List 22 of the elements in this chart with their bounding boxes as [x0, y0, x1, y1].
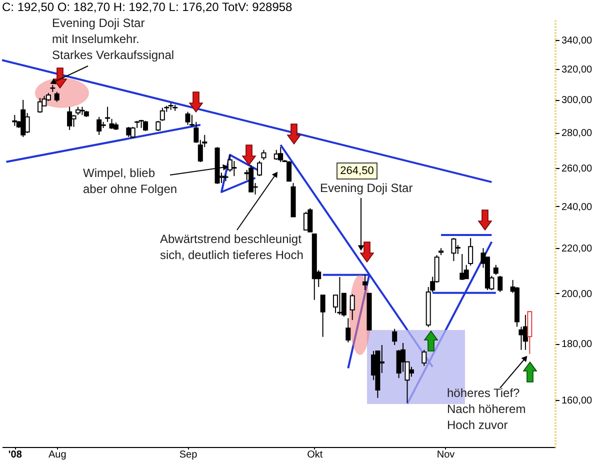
x-tick-label: Okt [307, 450, 323, 460]
x-tick-label: Aug [48, 450, 66, 460]
annotation: Evening Doji Star [320, 181, 413, 195]
x-tick-label: '08 [8, 450, 22, 460]
annotation: höheres Tief? Nach höherem Hoch zuvor [447, 386, 526, 432]
x-tick-label: Sep [179, 450, 198, 460]
y-tick-label: 280,00 [562, 128, 593, 140]
y-tick-label: 340,00 [562, 35, 593, 46]
annotation: Abwärtstrend beschleunigt sich, deutlich tieferes Hoch [160, 232, 304, 262]
annotation: Evening Doji Star mit Inselumkehr. Starkes Verkaufssignal [52, 16, 174, 62]
annotation: 264,50 [340, 165, 374, 177]
y-tick-label: 300,00 [562, 95, 593, 106]
y-tick-label: 240,00 [562, 202, 593, 213]
y-tick-label: 160,00 [562, 395, 593, 406]
chart-title: C: 192,50 O: 182,70 H: 192,70 L: 176,20 TotV: 928958 [2, 0, 293, 14]
y-tick-label: 260,00 [562, 164, 593, 175]
y-tick-label: 320,00 [562, 64, 593, 76]
y-tick-label: 200,00 [562, 288, 593, 300]
x-tick-label: Nov [436, 450, 455, 460]
y-tick-label: 180,00 [562, 339, 593, 350]
annotation: Wimpel, blieb aber ohne Folgen [83, 166, 178, 196]
y-tick-label: 220,00 [562, 243, 593, 254]
